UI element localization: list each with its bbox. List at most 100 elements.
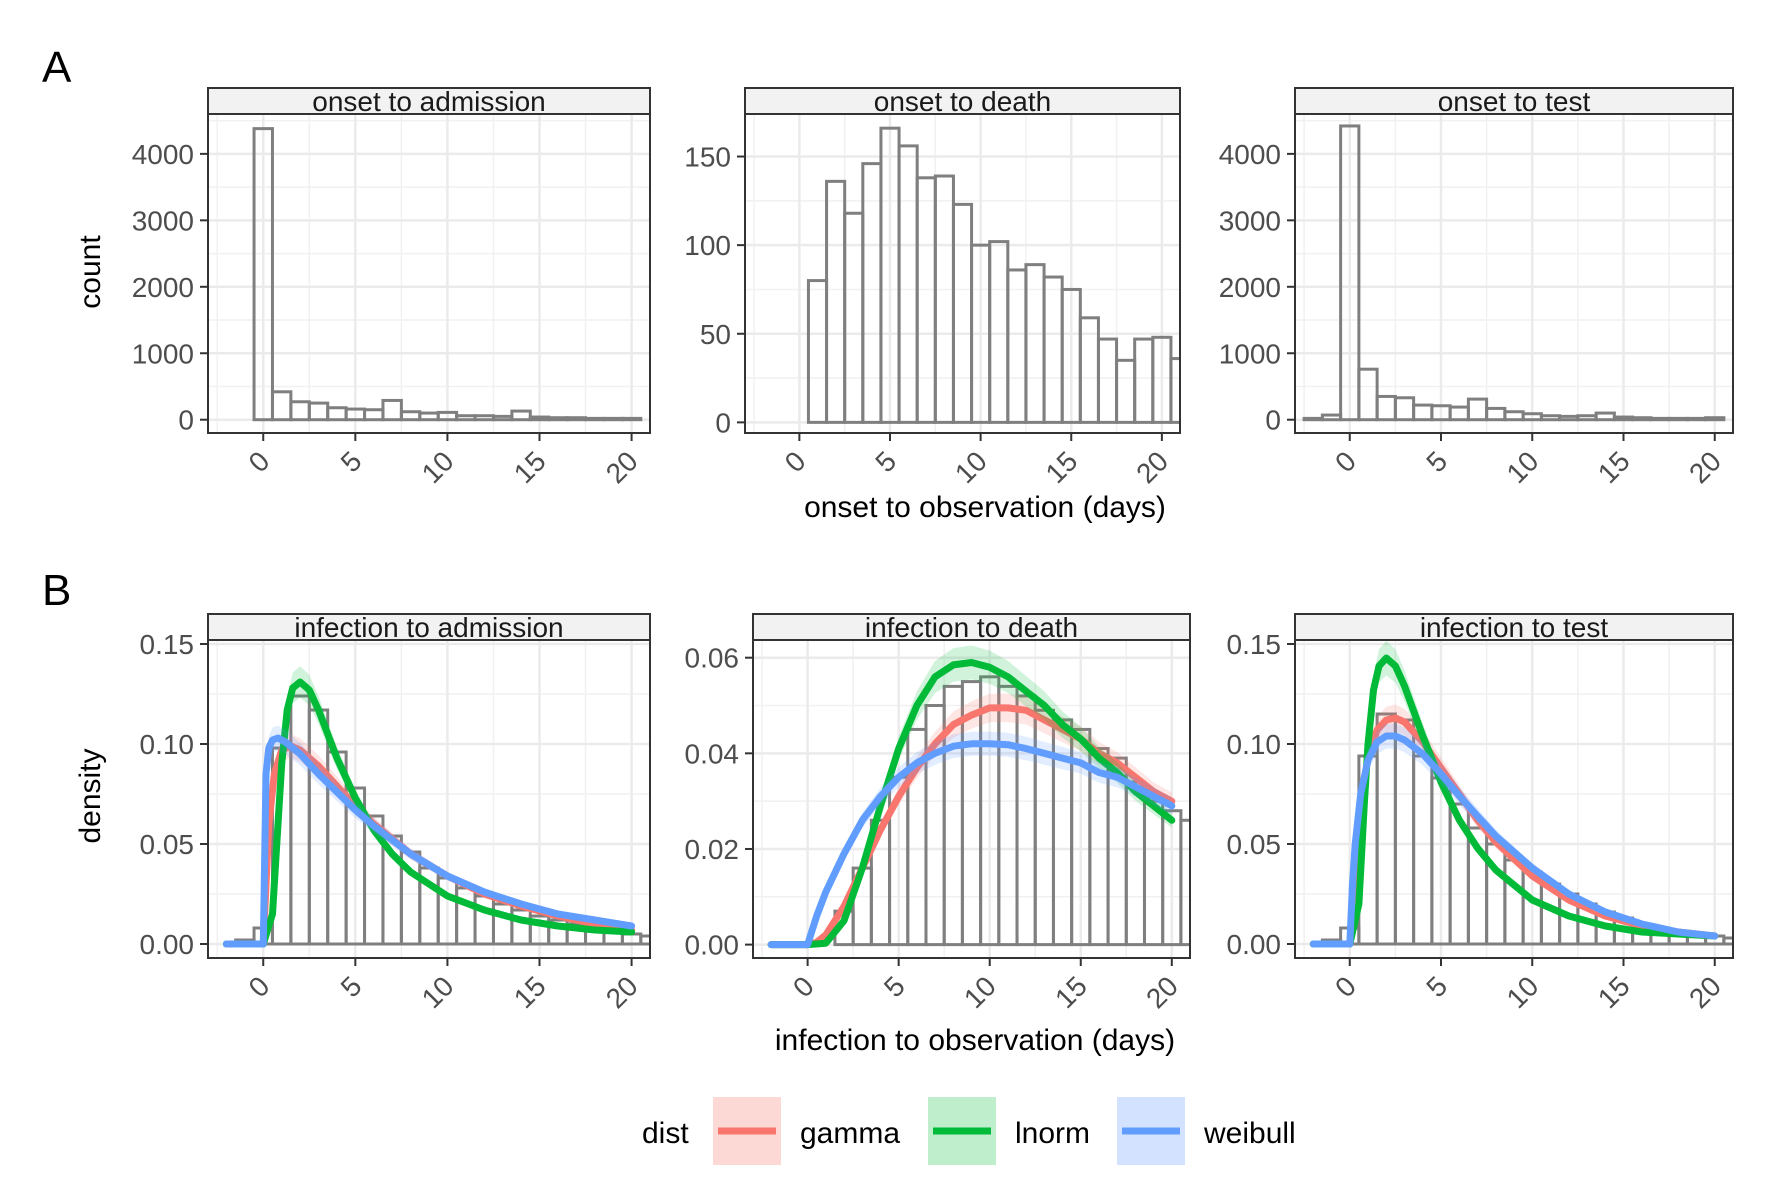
panel-label-b: B bbox=[42, 566, 71, 615]
plot-content bbox=[1309, 640, 1733, 948]
y-tick-label: 4000 bbox=[1219, 139, 1281, 170]
x-tick-label: 10 bbox=[416, 445, 460, 489]
y-tick-label: 50 bbox=[700, 319, 731, 350]
histogram-bar bbox=[1302, 416, 1324, 422]
legend: dist gamma lnorm weibull bbox=[642, 1097, 1296, 1165]
x-tick-label: 15 bbox=[508, 445, 552, 489]
plot-content bbox=[222, 666, 650, 948]
histogram-bar bbox=[1631, 416, 1653, 422]
plot-background bbox=[753, 640, 1190, 958]
legend-label-gamma: gamma bbox=[800, 1117, 900, 1150]
y-tick-label: 1000 bbox=[132, 338, 194, 369]
x-tick-label: 10 bbox=[958, 970, 1002, 1014]
plot-content bbox=[252, 127, 643, 422]
row-a-x-axis-title: onset to observation (days) bbox=[804, 491, 1166, 524]
legend-label-weibull: weibull bbox=[1203, 1117, 1296, 1150]
histogram-bar bbox=[1179, 818, 1190, 947]
plot-content bbox=[1302, 124, 1726, 422]
x-tick-label: 5 bbox=[335, 970, 368, 1003]
histogram-bar bbox=[1685, 416, 1708, 422]
row-a-y-axis-title: count bbox=[74, 235, 107, 309]
x-tick-label: 20 bbox=[1683, 970, 1727, 1014]
histogram-bar bbox=[528, 415, 551, 422]
x-tick-label: 10 bbox=[1501, 445, 1545, 489]
x-tick-label: 15 bbox=[1040, 445, 1084, 489]
x-tick-label: 0 bbox=[243, 970, 276, 1003]
histogram-bar bbox=[252, 127, 274, 422]
x-tick-label: 20 bbox=[600, 445, 644, 489]
x-tick-label: 5 bbox=[1420, 970, 1453, 1003]
y-tick-label: 0 bbox=[178, 405, 194, 436]
x-tick-label: 5 bbox=[878, 970, 911, 1003]
histogram-bar bbox=[584, 416, 606, 422]
histogram-bar bbox=[547, 416, 569, 422]
y-tick-label: 0.02 bbox=[685, 834, 740, 865]
plot-background bbox=[208, 114, 650, 433]
histogram-bar bbox=[1667, 416, 1689, 422]
histogram-bar bbox=[1357, 367, 1379, 422]
plot-content bbox=[806, 126, 1180, 424]
x-tick-label: 0 bbox=[1329, 445, 1362, 478]
row-b-x-axis-title: infection to observation (days) bbox=[775, 1024, 1175, 1057]
x-tick-label: 0 bbox=[243, 445, 276, 478]
facet-strip bbox=[1294, 87, 1734, 115]
x-tick-label: 20 bbox=[600, 970, 644, 1014]
y-tick-label: 0.15 bbox=[1227, 629, 1282, 660]
legend-item-lnorm: lnorm bbox=[928, 1097, 1090, 1165]
histogram-bar bbox=[1722, 936, 1733, 946]
x-tick-label: 15 bbox=[1592, 445, 1636, 489]
legend-item-weibull: weibull bbox=[1117, 1097, 1296, 1165]
x-tick-label: 0 bbox=[779, 445, 812, 478]
histogram-bar bbox=[620, 416, 643, 422]
y-tick-label: 0.05 bbox=[1227, 829, 1282, 860]
y-tick-label: 3000 bbox=[132, 205, 194, 236]
y-tick-label: 0 bbox=[715, 407, 731, 438]
y-tick-label: 100 bbox=[684, 230, 731, 261]
facet-strip bbox=[752, 613, 1191, 641]
panel-onset-to-death: onset to death 0 50 100 150 0 5 10 15 20 bbox=[684, 86, 1181, 489]
y-tick-label: 0.10 bbox=[140, 729, 195, 760]
y-tick-label: 0.00 bbox=[140, 929, 195, 960]
histogram-bar bbox=[381, 398, 403, 422]
plot-background bbox=[1295, 114, 1733, 433]
y-tick-label: 2000 bbox=[1219, 272, 1281, 303]
facet-strip bbox=[1294, 613, 1734, 641]
y-tick-label: 0.00 bbox=[1227, 929, 1282, 960]
fit-line-weibull bbox=[1309, 732, 1719, 948]
x-tick-label: 5 bbox=[1420, 445, 1453, 478]
panel-label-a: A bbox=[42, 43, 72, 92]
y-tick-label: 0 bbox=[1265, 405, 1281, 436]
facet-strip-label: infection to admission bbox=[294, 612, 563, 643]
y-tick-label: 2000 bbox=[132, 272, 194, 303]
panel-infection-to-death: infection to death 0.00 0.02 0.04 0.06 0 5 10 15… bbox=[685, 612, 1191, 1014]
histogram-bar bbox=[1612, 415, 1635, 422]
y-tick-label: 4000 bbox=[132, 139, 194, 170]
histogram-bar bbox=[1704, 416, 1726, 422]
facet-strip bbox=[207, 613, 651, 641]
row-b-y-axis-title: density bbox=[74, 748, 107, 843]
histogram-bar bbox=[1169, 357, 1180, 424]
facet-strip-label: onset to death bbox=[874, 86, 1051, 117]
y-tick-label: 0.04 bbox=[685, 738, 740, 769]
y-tick-label: 0.15 bbox=[140, 629, 195, 660]
plot-background bbox=[745, 114, 1180, 433]
histogram-bar bbox=[510, 409, 532, 422]
legend-title: dist bbox=[642, 1117, 689, 1150]
x-tick-label: 20 bbox=[1683, 445, 1727, 489]
fit-line-weibull bbox=[767, 740, 1176, 949]
x-tick-label: 20 bbox=[1140, 970, 1184, 1014]
histogram-bar bbox=[1649, 416, 1671, 422]
fit-line-gamma bbox=[767, 704, 1176, 949]
facet-strip bbox=[744, 87, 1181, 115]
x-tick-label: 15 bbox=[508, 970, 552, 1014]
x-tick-label: 10 bbox=[416, 970, 460, 1014]
y-tick-label: 0.06 bbox=[685, 643, 740, 674]
y-tick-label: 0.10 bbox=[1227, 729, 1282, 760]
histogram-bar bbox=[639, 934, 650, 946]
fit-ribbon-lnorm bbox=[771, 645, 1172, 945]
y-tick-label: 3000 bbox=[1219, 205, 1281, 236]
panel-infection-to-test: infection to test 0.00 0.05 0.10 0.15 0 5 10 15 2… bbox=[1227, 612, 1734, 1014]
y-tick-label: 0.00 bbox=[685, 930, 740, 961]
